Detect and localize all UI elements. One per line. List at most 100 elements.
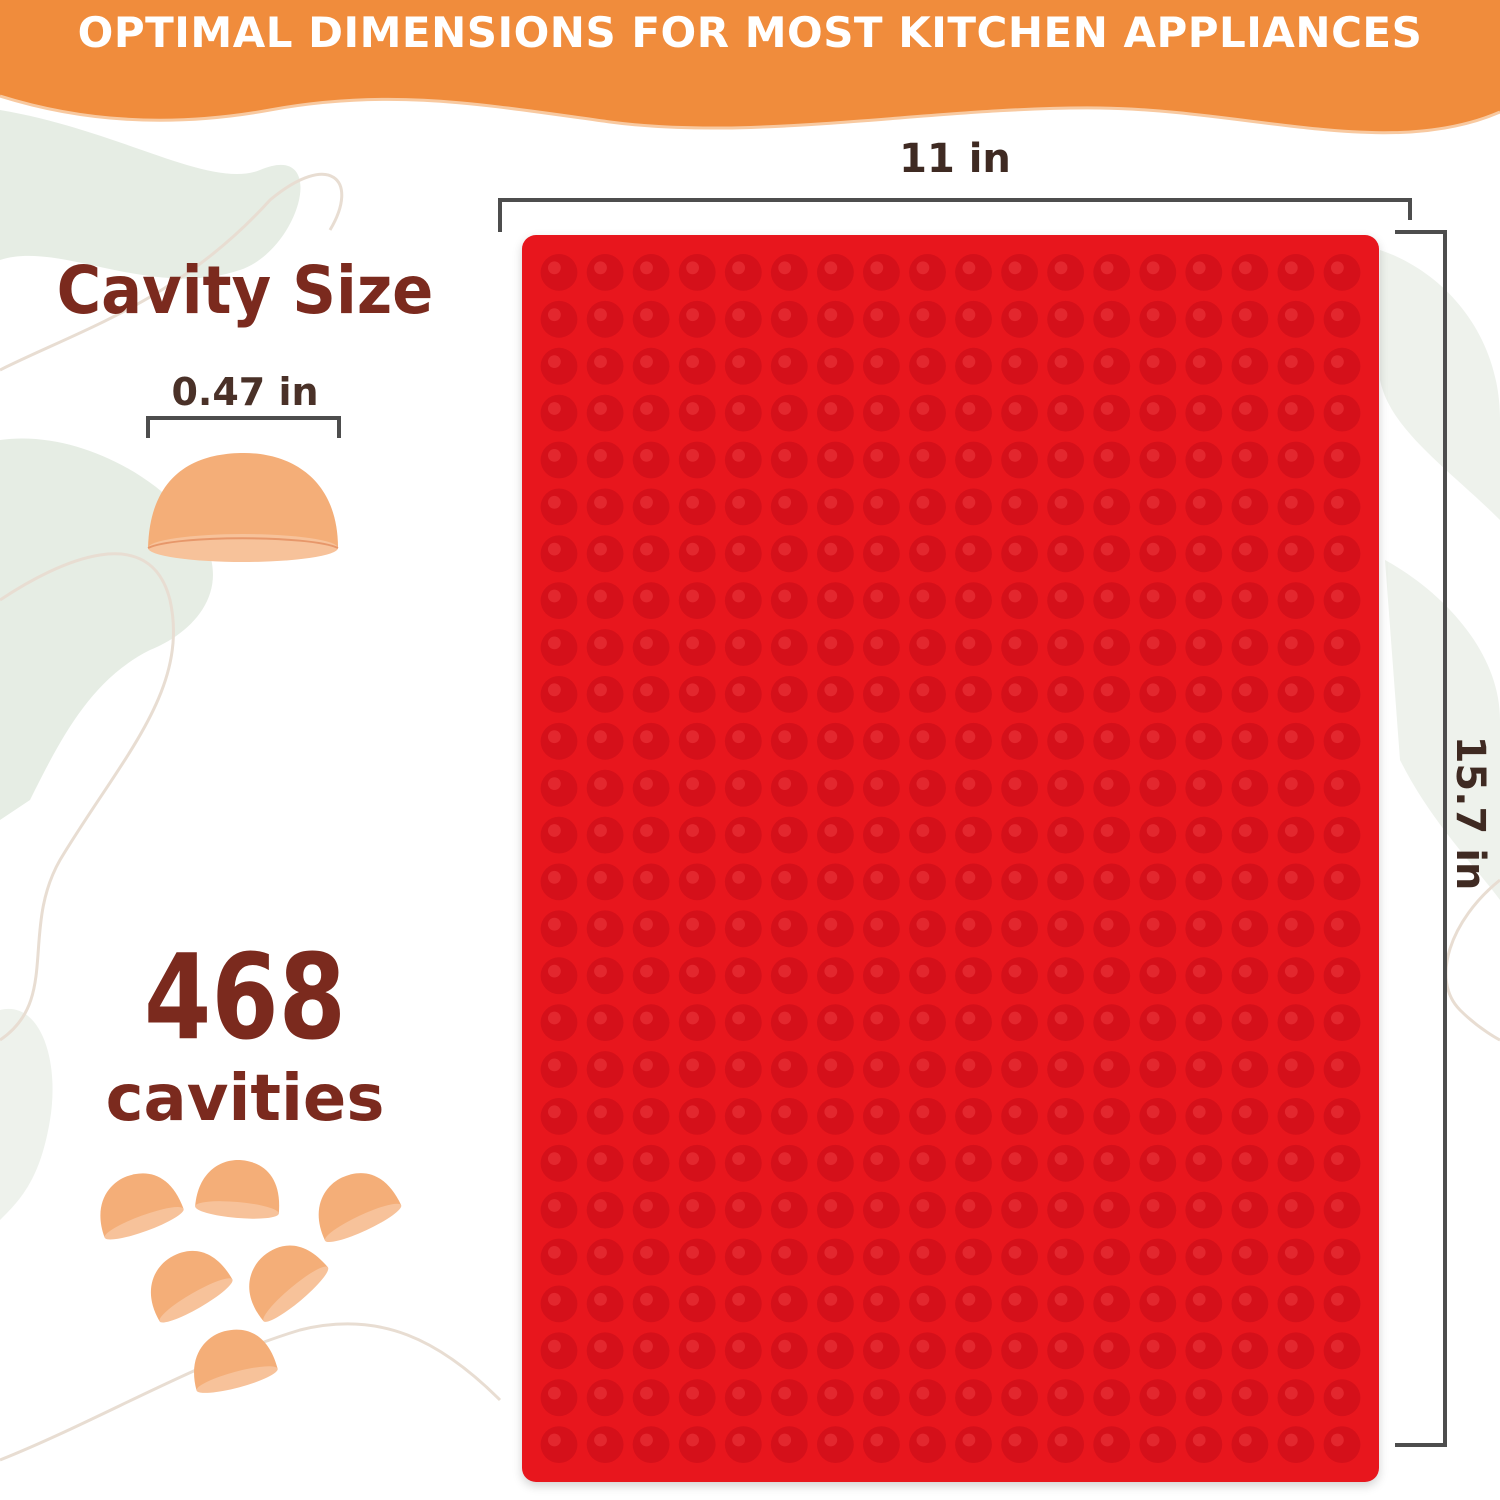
- cavity: [1231, 863, 1269, 901]
- cavity: [1139, 722, 1177, 760]
- cavity: [863, 1004, 900, 1041]
- cavity: [1001, 394, 1038, 432]
- cavity: [540, 254, 578, 291]
- cavity: [955, 1098, 992, 1135]
- width-dimension-line: [498, 198, 1412, 232]
- cavity: [1231, 1144, 1269, 1182]
- cavity: [632, 1191, 670, 1229]
- cavity: [1001, 1426, 1038, 1463]
- cavity: [909, 769, 946, 807]
- cavity: [1185, 1191, 1223, 1229]
- cavity: [1001, 300, 1038, 338]
- cavity: [955, 535, 992, 573]
- cavity: [678, 722, 716, 760]
- cavity: [1323, 863, 1361, 901]
- cavity: [909, 582, 946, 619]
- cavity: [817, 394, 854, 432]
- cavity: [586, 957, 624, 995]
- half-sphere-icon: [147, 453, 339, 562]
- cavity: [540, 816, 578, 854]
- cavity: [1093, 863, 1131, 901]
- cavity: [1185, 582, 1223, 619]
- cavity: [817, 1285, 854, 1323]
- cavity: [1047, 347, 1084, 385]
- cavity: [1185, 629, 1223, 666]
- cavity: [1001, 1144, 1038, 1182]
- cavity: [1001, 488, 1038, 526]
- cavity: [1277, 1051, 1315, 1088]
- cavity: [632, 769, 670, 807]
- cavity: [724, 1098, 762, 1135]
- cavity: [955, 582, 992, 619]
- cavity: [1047, 863, 1084, 901]
- cavity: [1139, 1379, 1177, 1417]
- cavity: [1231, 1004, 1269, 1041]
- cavity: [909, 1191, 946, 1229]
- cavity: [770, 1285, 808, 1323]
- cavity: [586, 1285, 624, 1323]
- cavity: [724, 394, 762, 432]
- cavity: [632, 863, 670, 901]
- cavity: [817, 1379, 854, 1417]
- cavity: [1001, 535, 1038, 573]
- cavity: [909, 1332, 946, 1370]
- cavity: [540, 1285, 578, 1323]
- cavity: [586, 1379, 624, 1417]
- cavity: [770, 1379, 808, 1417]
- cavity: [863, 1144, 900, 1182]
- cavity: [1093, 1191, 1131, 1229]
- cavity: [1001, 1332, 1038, 1370]
- cavity: [1277, 910, 1315, 948]
- cavity: [1323, 629, 1361, 666]
- cavity: [1323, 1004, 1361, 1041]
- cavity: [724, 957, 762, 995]
- cavity: [632, 629, 670, 666]
- cavity: [1277, 863, 1315, 901]
- cavity: [955, 1191, 992, 1229]
- cavity: [1277, 629, 1315, 666]
- background-blob: [1380, 250, 1500, 520]
- cavity: [1047, 722, 1084, 760]
- cavity: [863, 1098, 900, 1135]
- cavity: [863, 1051, 900, 1088]
- cavity: [724, 535, 762, 573]
- cavity: [632, 535, 670, 573]
- cavity: [724, 722, 762, 760]
- cavity: [863, 441, 900, 479]
- height-dimension-label: 15.7 in: [1447, 735, 1493, 891]
- cavity: [955, 769, 992, 807]
- cavity: [1093, 535, 1131, 573]
- cavity: [909, 676, 946, 713]
- cavity: [724, 676, 762, 713]
- cavity: [678, 1051, 716, 1088]
- cavity: [1185, 394, 1223, 432]
- cavity-count: 468: [143, 928, 346, 1066]
- cavity: [1001, 1285, 1038, 1323]
- cavity: [863, 535, 900, 573]
- cavity: [1231, 722, 1269, 760]
- cavity: [540, 629, 578, 666]
- cavity: [632, 1098, 670, 1135]
- cavity: [817, 441, 854, 479]
- cavity: [863, 300, 900, 338]
- cavity: [1231, 488, 1269, 526]
- cavity: [632, 1144, 670, 1182]
- cavity: [678, 769, 716, 807]
- cavity: [909, 957, 946, 995]
- cavity: [1139, 488, 1177, 526]
- cavity: [1001, 582, 1038, 619]
- cavity: [586, 254, 624, 291]
- cavity: [1277, 769, 1315, 807]
- cavity: [1231, 676, 1269, 713]
- cavity: [586, 488, 624, 526]
- cavity: [770, 535, 808, 573]
- cavity: [1231, 769, 1269, 807]
- cavity-grid: [540, 254, 1361, 1463]
- cavity: [1323, 1379, 1361, 1417]
- cavity: [817, 1426, 854, 1463]
- cavity: [909, 1144, 946, 1182]
- half-sphere-icon: [249, 1245, 329, 1322]
- background-blob: [0, 110, 301, 279]
- cavity: [1323, 722, 1361, 760]
- cavity: [955, 629, 992, 666]
